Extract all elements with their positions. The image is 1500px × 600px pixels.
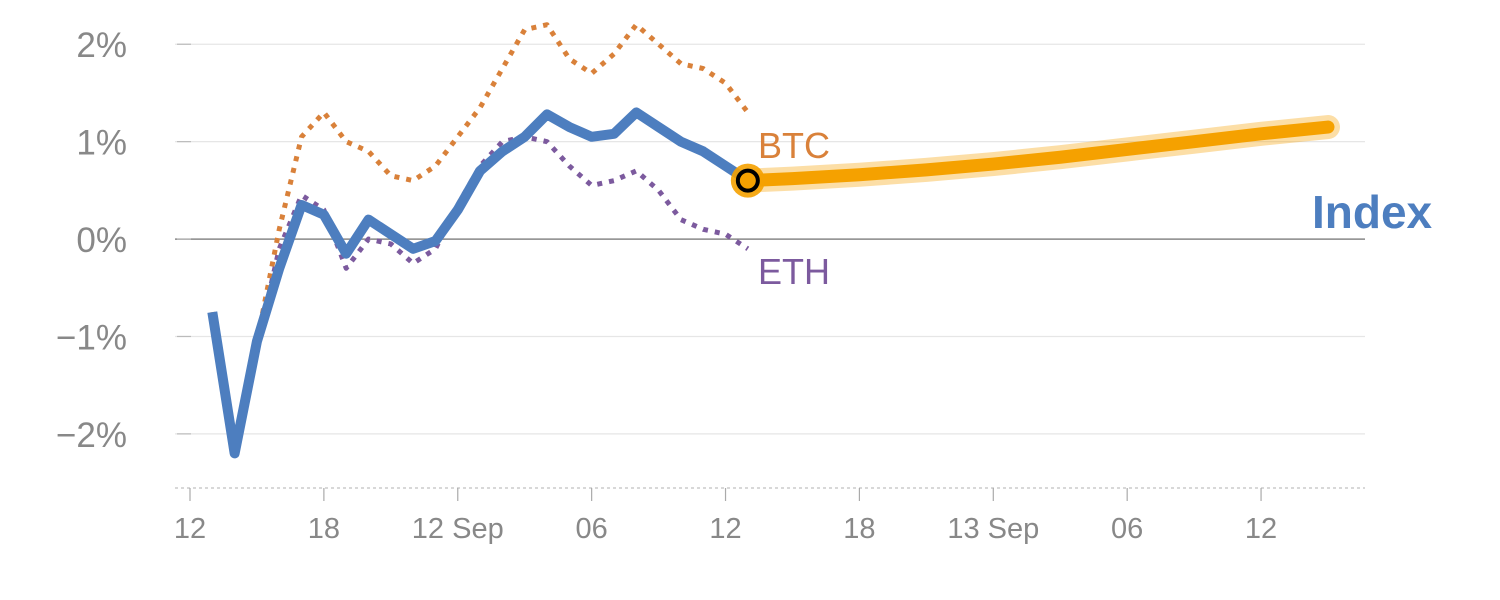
x-tick-label: 13 Sep [947, 513, 1039, 545]
markers [730, 163, 765, 198]
x-tick-label: 12 [174, 513, 206, 545]
x-tick-label: 06 [1111, 513, 1143, 545]
y-tick-label: −2% [56, 416, 127, 455]
forecast-line [741, 120, 1335, 188]
series-label-eth: ETH [758, 251, 830, 292]
series-line-btc [209, 22, 750, 452]
current-point-marker [735, 168, 760, 193]
x-tick-label: 12 [709, 513, 741, 545]
series-label-btc: BTC [758, 125, 830, 166]
x-tick-label: 18 [308, 513, 340, 545]
series-line-index [207, 107, 751, 459]
y-tick-label: 1% [76, 124, 127, 163]
x-tick-label: 06 [576, 513, 608, 545]
y-tick-label: 0% [76, 221, 127, 260]
series-lines [207, 22, 1340, 459]
axes: 2% 1% 0% −1% −2% 12 18 12 Sep 06 12 18 13 Sep 06 12 [56, 26, 1365, 545]
y-tick-label: 2% [76, 26, 127, 65]
x-tick-label: 18 [843, 513, 875, 545]
y-tick-label: −1% [56, 318, 127, 357]
x-tick-label: 12 [1245, 513, 1277, 545]
series-labels: BTC ETH Index [758, 125, 1433, 292]
series-label-index: Index [1312, 186, 1433, 238]
x-tick-label: 12 Sep [412, 513, 504, 545]
